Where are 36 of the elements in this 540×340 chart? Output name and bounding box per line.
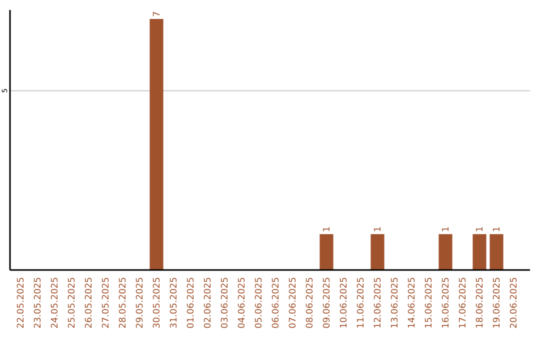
x-tick-label: 16.06.2025 (442, 277, 452, 329)
x-tick-label: 06.06.2025 (272, 277, 282, 329)
x-tick-label: 14.06.2025 (408, 277, 418, 329)
data-label: 7 (152, 11, 162, 17)
x-tick-label: 04.06.2025 (238, 277, 248, 329)
data-label: 1 (476, 226, 486, 232)
x-tick-label: 17.06.2025 (458, 277, 468, 329)
x-tick-label: 28.05.2025 (118, 277, 128, 329)
x-tick-label: 24.05.2025 (50, 277, 60, 329)
x-tick-label: 26.05.2025 (84, 277, 94, 329)
x-tick-label: 30.05.2025 (152, 277, 162, 329)
x-tick-label: 29.05.2025 (136, 277, 146, 329)
x-tick-label: 03.06.2025 (220, 277, 230, 329)
x-tick-label: 09.06.2025 (322, 277, 332, 329)
data-label: 1 (374, 226, 384, 232)
x-tick-label: 23.05.2025 (34, 277, 44, 329)
x-tick-label: 08.06.2025 (306, 277, 316, 329)
x-tick-label: 19.06.2025 (492, 277, 502, 329)
x-tick-label: 22.05.2025 (16, 277, 26, 329)
x-tick-label: 02.06.2025 (204, 277, 214, 329)
x-tick-label: 01.06.2025 (186, 277, 196, 329)
x-tick-label: 05.06.2025 (254, 277, 264, 329)
x-tick-label: 20.06.2025 (510, 277, 520, 329)
x-tick-label: 13.06.2025 (390, 277, 400, 329)
x-tick-label: 27.05.2025 (102, 277, 112, 329)
x-tick-label: 12.06.2025 (374, 277, 384, 329)
x-tick-label: 25.05.2025 (68, 277, 78, 329)
x-tick-label: 07.06.2025 (288, 277, 298, 329)
x-tick-label: 10.06.2025 (340, 277, 350, 329)
data-label: 1 (322, 226, 332, 232)
x-tick-label: 15.06.2025 (424, 277, 434, 329)
x-tick-label: 11.06.2025 (356, 277, 366, 329)
data-label: 1 (492, 226, 502, 232)
x-tick-label: 18.06.2025 (476, 277, 486, 329)
data-label: 1 (442, 226, 452, 232)
x-tick-label: 31.05.2025 (170, 277, 180, 329)
